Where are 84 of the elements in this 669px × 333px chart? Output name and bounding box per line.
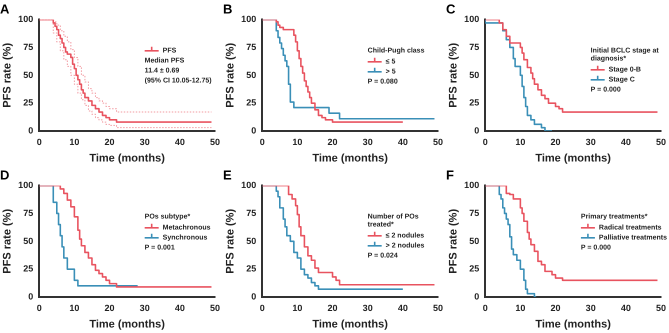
y-tick-label: 75 <box>23 42 34 52</box>
y-tick-label: 50 <box>23 70 34 80</box>
y-tick-label: 50 <box>246 236 256 246</box>
chart-title: A <box>0 1 10 16</box>
x-tick-label: 10 <box>69 136 80 147</box>
x-tick-label: 30 <box>586 136 596 147</box>
x-tick-label: 50 <box>432 136 443 147</box>
x-axis-title: Time (months) <box>535 152 612 164</box>
x-tick-label: 10 <box>292 302 302 313</box>
x-tick-label: 40 <box>620 136 631 147</box>
y-tick-label: 100 <box>241 180 256 190</box>
chart-title: B <box>223 1 232 16</box>
y-axis-title: PFS rate (%) <box>448 42 460 108</box>
x-axis-title: Time (months) <box>312 318 388 330</box>
y-tick-label: 50 <box>469 70 480 80</box>
y-tick-label: 0 <box>28 291 34 302</box>
y-tick-label: 0 <box>251 291 256 302</box>
y-tick-label: 0 <box>474 125 480 136</box>
y-tick-label: 25 <box>23 98 34 108</box>
x-tick-label: 50 <box>432 302 443 313</box>
y-tick-label: 100 <box>241 14 256 24</box>
x-tick-label: 10 <box>292 136 302 147</box>
x-tick-label: 10 <box>69 302 80 313</box>
chart-title: C <box>446 1 456 16</box>
y-tick-label: 25 <box>469 98 480 108</box>
y-tick-label: 75 <box>246 208 256 218</box>
y-axis-title: PFS rate (%) <box>2 42 14 108</box>
y-tick-label: 50 <box>23 236 34 246</box>
x-tick-label: 0 <box>482 302 488 313</box>
x-tick-label: 0 <box>36 136 42 147</box>
y-tick-label: 0 <box>251 125 256 136</box>
x-tick-label: 0 <box>482 136 488 147</box>
y-axis-title: PFS rate (%) <box>224 208 237 274</box>
y-tick-label: 100 <box>464 180 480 190</box>
y-tick-label: 75 <box>469 42 480 52</box>
x-tick-label: 20 <box>550 302 561 313</box>
x-tick-label: 40 <box>398 302 408 313</box>
y-tick-label: 75 <box>23 208 34 218</box>
x-tick-label: 20 <box>104 302 115 313</box>
y-axis-title: PFS rate (%) <box>2 208 14 274</box>
x-tick-label: 30 <box>586 302 596 313</box>
x-axis-title: Time (months) <box>535 318 612 330</box>
x-tick-label: 30 <box>140 136 150 147</box>
chart-title: D <box>0 167 10 182</box>
x-tick-label: 30 <box>140 302 150 313</box>
x-tick-label: 0 <box>36 302 42 313</box>
y-tick-label: 100 <box>18 180 34 190</box>
x-tick-label: 20 <box>104 136 115 147</box>
x-tick-label: 10 <box>515 302 526 313</box>
chart-title: F <box>446 167 454 182</box>
x-tick-label: 0 <box>260 302 265 313</box>
y-tick-label: 50 <box>469 236 480 246</box>
x-axis-title: Time (months) <box>89 318 166 330</box>
chart-title: E <box>223 167 232 182</box>
y-tick-label: 0 <box>28 125 34 136</box>
x-tick-label: 40 <box>620 302 631 313</box>
y-tick-label: 75 <box>246 42 256 52</box>
x-tick-label: 50 <box>656 302 666 313</box>
x-tick-label: 20 <box>550 136 561 147</box>
y-tick-label: 75 <box>469 208 480 218</box>
y-tick-label: 25 <box>469 264 480 274</box>
x-tick-label: 20 <box>328 136 338 147</box>
y-tick-label: 100 <box>464 14 480 24</box>
y-axis-title: PFS rate (%) <box>224 42 237 108</box>
x-axis-title: Time (months) <box>312 152 388 164</box>
y-tick-label: 50 <box>246 70 256 80</box>
x-tick-label: 30 <box>362 136 373 147</box>
y-axis-title: PFS rate (%) <box>448 208 460 274</box>
x-tick-label: 0 <box>260 136 265 147</box>
x-tick-label: 30 <box>362 302 373 313</box>
y-tick-label: 0 <box>474 291 480 302</box>
x-tick-label: 50 <box>656 136 666 147</box>
y-tick-label: 100 <box>18 14 34 24</box>
y-tick-label: 25 <box>246 98 256 108</box>
x-tick-label: 40 <box>174 136 185 147</box>
y-tick-label: 25 <box>246 264 256 274</box>
x-tick-label: 20 <box>328 302 338 313</box>
x-tick-label: 40 <box>174 302 185 313</box>
x-tick-label: 50 <box>210 136 220 147</box>
x-tick-label: 50 <box>210 302 220 313</box>
x-tick-label: 10 <box>515 136 526 147</box>
y-tick-label: 25 <box>23 264 34 274</box>
x-axis-title: Time (months) <box>89 152 166 164</box>
x-tick-label: 40 <box>398 136 408 147</box>
